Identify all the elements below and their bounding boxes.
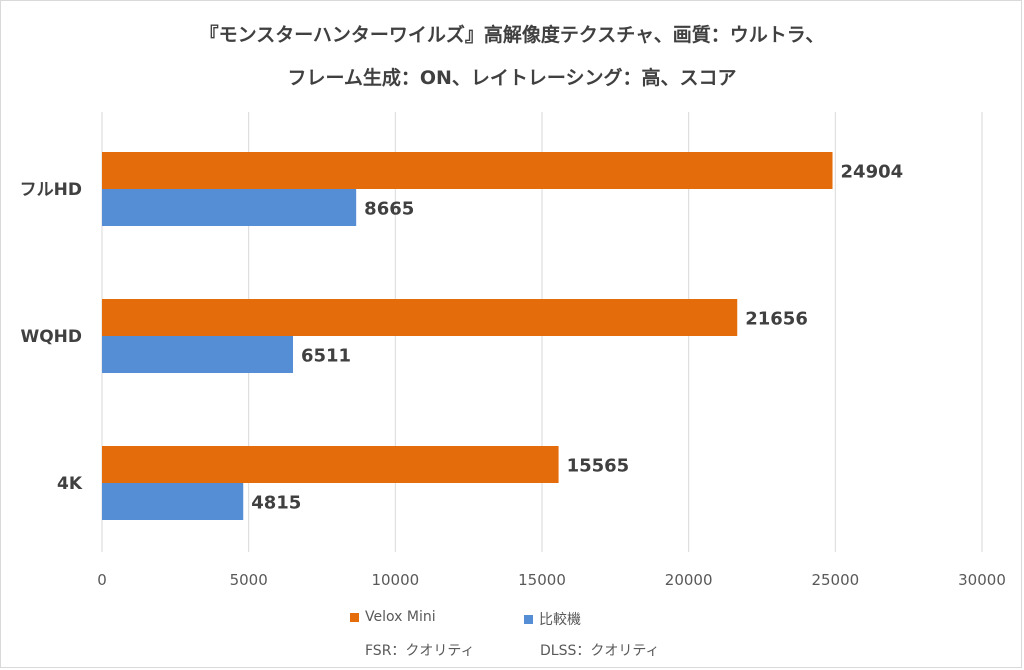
y-category-label: フルHD — [20, 180, 82, 200]
legend-label-velox-mini: Velox Mini — [365, 609, 436, 625]
data-label: 8665 — [364, 199, 414, 220]
x-tick-label: 10000 — [371, 571, 419, 589]
data-label: 21656 — [745, 309, 808, 330]
x-tick-label: 0 — [97, 571, 107, 589]
bar-comparison — [102, 483, 244, 520]
footnote-fsr: FSR：クオリティ — [365, 643, 475, 659]
bar-comparison — [102, 189, 357, 226]
y-category-label: 4K — [57, 474, 83, 494]
legend-swatch-velox-mini — [350, 612, 359, 622]
chart-legend: Velox Mini 比較機 — [0, 609, 1024, 631]
y-category-label: WQHD — [20, 327, 82, 347]
chart-title-line-2: フレーム生成：ON、レイトレーシング：高、スコア — [287, 67, 737, 89]
x-tick-label: 20000 — [665, 571, 713, 589]
bar-velox-mini — [102, 152, 833, 189]
x-tick-label: 5000 — [230, 571, 268, 589]
bar-velox-mini — [102, 446, 559, 483]
legend-label-comparison: 比較機 — [539, 612, 581, 628]
bar-comparison — [102, 336, 293, 373]
footnote-dlss: DLSS：クオリティ — [540, 643, 660, 659]
legend-item-velox-mini: Velox Mini — [350, 609, 436, 625]
data-label: 15565 — [567, 456, 630, 477]
x-tick-label: 15000 — [518, 571, 566, 589]
x-tick-label: 30000 — [958, 571, 1006, 589]
bar-chart: 0 5000 10000 15000 20000 25000 30000 フルHD 24904 8… — [20, 112, 1006, 589]
data-label: 4815 — [251, 493, 301, 514]
legend-swatch-comparison — [524, 614, 533, 624]
data-label: 24904 — [841, 162, 904, 183]
bar-velox-mini — [102, 299, 738, 336]
data-label: 6511 — [301, 346, 351, 367]
x-tick-label: 25000 — [811, 571, 859, 589]
chart-title-line-1: 『モンスターハンターワイルズ』高解像度テクスチャ、画質：ウルトラ、 — [199, 24, 825, 46]
legend-item-comparison: 比較機 — [524, 609, 581, 629]
